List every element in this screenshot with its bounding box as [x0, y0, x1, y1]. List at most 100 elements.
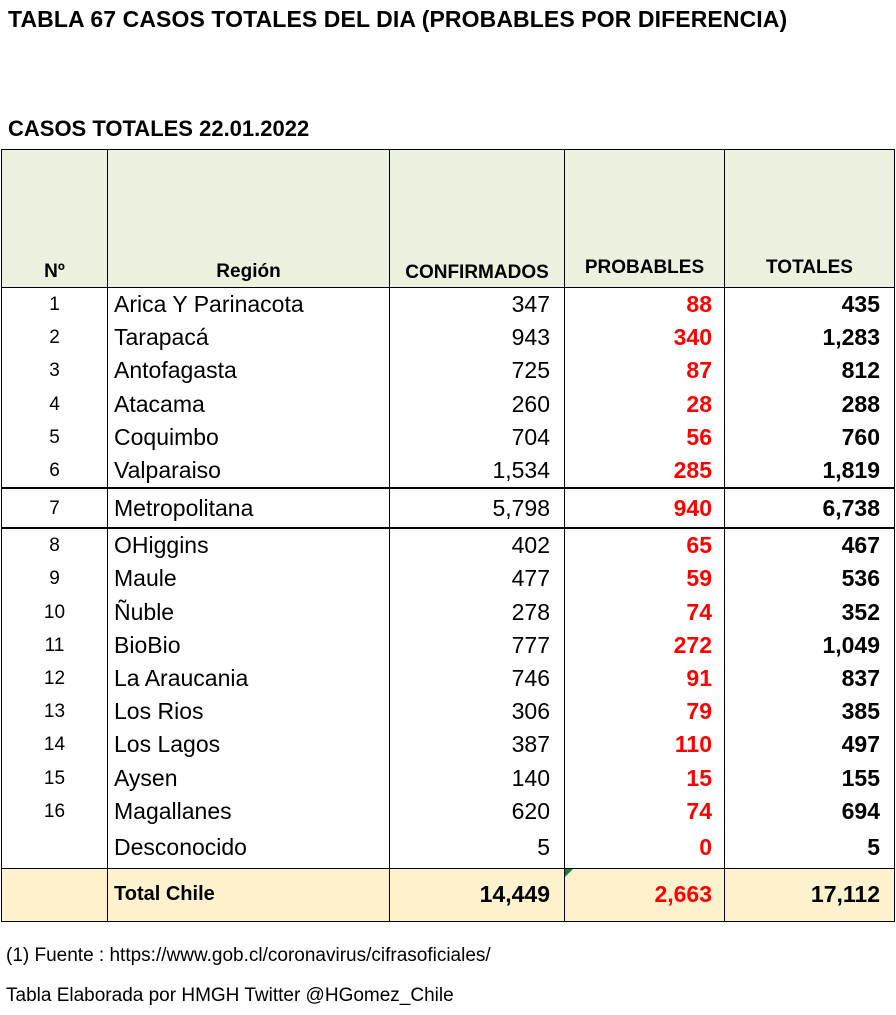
header-probables: PROBABLES	[564, 149, 725, 288]
row-num: 1	[1, 287, 108, 322]
row-confirmados: 725	[389, 354, 565, 388]
cell-comment-indicator	[565, 868, 573, 877]
row-probables: 65	[564, 528, 725, 563]
row-totales: 1,049	[724, 628, 895, 662]
row-probables: 87	[564, 354, 725, 388]
row-region: Ñuble	[107, 595, 390, 629]
row-num: 12	[1, 661, 108, 696]
row-region: Metropolitana	[107, 487, 390, 530]
row-confirmados: 477	[389, 562, 565, 596]
row-totales: 6,738	[724, 487, 895, 530]
row-probables: 74	[564, 794, 725, 828]
row-probables: 79	[564, 695, 725, 729]
row-num: 15	[1, 761, 108, 795]
row-confirmados: 704	[389, 420, 565, 454]
table-row: 9 Maule 477 59 536	[1, 562, 895, 596]
row-num: 2	[1, 321, 108, 355]
row-totales: 837	[724, 661, 895, 696]
row-probables: 15	[564, 761, 725, 795]
row-probables: 940	[564, 487, 725, 530]
row-confirmados: 5	[389, 827, 565, 869]
total-totales: 17,112	[724, 867, 895, 922]
row-num: 10	[1, 595, 108, 629]
source-note: (1) Fuente : https://www.gob.cl/coronavi…	[6, 945, 491, 966]
cases-table: Nº Región CONFIRMADOS PROBABLES TOTALES …	[1, 149, 895, 922]
table-row: 8 OHiggins 402 65 467	[1, 528, 895, 563]
row-region: Arica Y Parinacota	[107, 287, 390, 322]
table-row: 13 Los Rios 306 79 385	[1, 695, 895, 729]
row-probables: 272	[564, 628, 725, 662]
page-title: TABLA 67 CASOS TOTALES DEL DIA (PROBABLE…	[8, 6, 788, 32]
row-confirmados: 5,798	[389, 487, 565, 530]
header-totales: TOTALES	[724, 149, 895, 288]
table-row: 11 BioBio 777 272 1,049	[1, 628, 895, 662]
total-num-cell	[1, 867, 108, 922]
header-region: Región	[107, 149, 390, 288]
row-confirmados: 620	[389, 794, 565, 828]
row-probables: 0	[564, 827, 725, 869]
table-row: 4 Atacama 260 28 288	[1, 387, 895, 421]
row-probables: 285	[564, 453, 725, 489]
row-num: 13	[1, 695, 108, 729]
row-probables: 110	[564, 728, 725, 762]
row-totales: 288	[724, 387, 895, 421]
row-confirmados: 347	[389, 287, 565, 322]
table-row: 7 Metropolitana 5,798 940 6,738	[1, 487, 895, 530]
row-region: Los Rios	[107, 695, 390, 729]
row-num: 3	[1, 354, 108, 388]
total-confirmados: 14,449	[389, 867, 565, 922]
row-confirmados: 777	[389, 628, 565, 662]
header-confirmados: CONFIRMADOS	[389, 149, 565, 288]
row-num: 16	[1, 794, 108, 828]
row-region: Aysen	[107, 761, 390, 795]
row-probables: 28	[564, 387, 725, 421]
row-region: Atacama	[107, 387, 390, 421]
row-totales: 352	[724, 595, 895, 629]
row-confirmados: 746	[389, 661, 565, 696]
table-row: 1 Arica Y Parinacota 347 88 435	[1, 287, 895, 322]
total-probables: 2,663	[654, 881, 712, 908]
row-totales: 5	[724, 827, 895, 869]
row-totales: 1,283	[724, 321, 895, 355]
table-row: 5 Coquimbo 704 56 760	[1, 420, 895, 454]
row-region: Antofagasta	[107, 354, 390, 388]
row-totales: 536	[724, 562, 895, 596]
row-totales: 155	[724, 761, 895, 795]
row-region: BioBio	[107, 628, 390, 662]
row-totales: 812	[724, 354, 895, 388]
row-region: Desconocido	[107, 827, 390, 869]
row-num: 6	[1, 453, 108, 489]
row-confirmados: 306	[389, 695, 565, 729]
row-totales: 467	[724, 528, 895, 563]
row-num: 8	[1, 528, 108, 563]
table-subtitle: CASOS TOTALES 22.01.2022	[8, 116, 310, 141]
table-row: 16 Magallanes 620 74 694	[1, 794, 895, 828]
row-confirmados: 387	[389, 728, 565, 762]
row-region: Valparaiso	[107, 453, 390, 489]
header-num: Nº	[1, 149, 108, 288]
row-num	[1, 827, 108, 869]
header-row: Nº Región CONFIRMADOS PROBABLES TOTALES	[1, 149, 895, 288]
row-region: Magallanes	[107, 794, 390, 828]
row-region: OHiggins	[107, 528, 390, 563]
row-num: 14	[1, 728, 108, 762]
row-num: 7	[1, 487, 108, 530]
table-row: Desconocido 5 0 5	[1, 827, 895, 869]
row-confirmados: 943	[389, 321, 565, 355]
total-row: Total Chile 14,449 2,663 17,112	[1, 867, 895, 922]
row-region: Los Lagos	[107, 728, 390, 762]
total-probables-cell: 2,663	[564, 867, 725, 922]
row-totales: 760	[724, 420, 895, 454]
row-num: 4	[1, 387, 108, 421]
table-row: 2 Tarapacá 943 340 1,283	[1, 321, 895, 355]
row-totales: 694	[724, 794, 895, 828]
table-row: 10 Ñuble 278 74 352	[1, 595, 895, 629]
row-num: 9	[1, 562, 108, 596]
row-num: 5	[1, 420, 108, 454]
row-probables: 88	[564, 287, 725, 322]
row-probables: 74	[564, 595, 725, 629]
table-row: 14 Los Lagos 387 110 497	[1, 728, 895, 762]
table-row: 12 La Araucania 746 91 837	[1, 661, 895, 696]
row-region: La Araucania	[107, 661, 390, 696]
row-totales: 497	[724, 728, 895, 762]
